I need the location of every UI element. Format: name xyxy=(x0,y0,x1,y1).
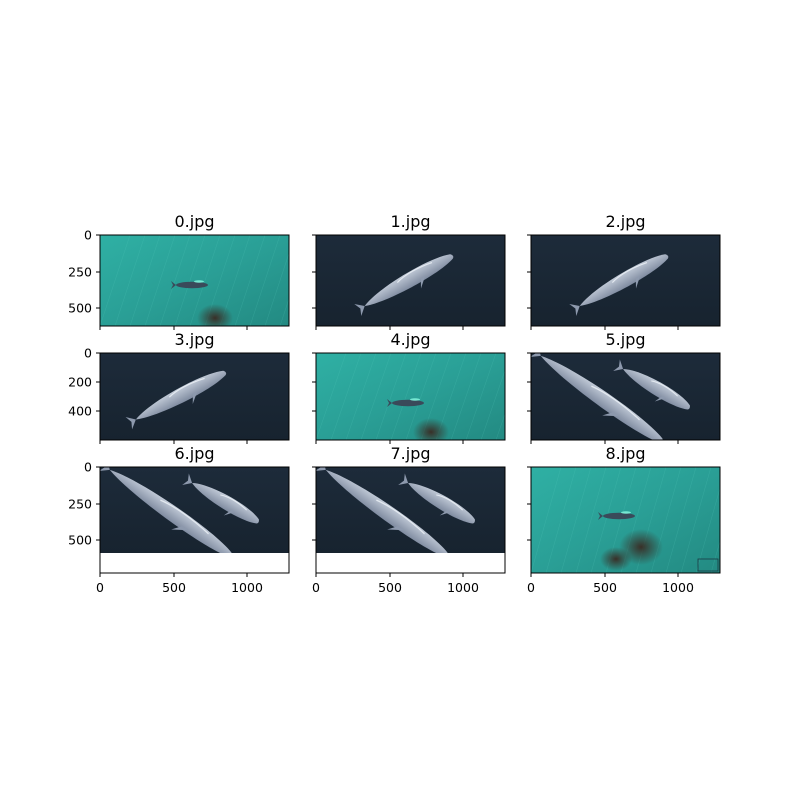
y-tick-label: 500 xyxy=(68,533,92,548)
whale-figure xyxy=(171,280,208,289)
x-tick-label: 500 xyxy=(593,580,617,595)
whale-large xyxy=(100,467,232,553)
panel-2: 2.jpg xyxy=(527,212,721,330)
x-tick-label: 0 xyxy=(527,580,535,595)
panel-title: 6.jpg xyxy=(174,444,214,463)
x-tick-label: 1000 xyxy=(662,580,694,595)
panel-frame xyxy=(530,234,721,327)
whale-large xyxy=(531,353,663,440)
panel-image xyxy=(531,467,720,573)
panel-frame xyxy=(315,234,506,327)
panel-frame xyxy=(315,352,506,441)
x-tick-label: 0 xyxy=(96,580,104,595)
panel-7: 7.jpg 0 500 1000 xyxy=(312,444,506,595)
x-tick-label: 0 xyxy=(312,580,320,595)
panel-title: 8.jpg xyxy=(605,444,645,463)
panel-frame xyxy=(99,352,290,441)
whale-small xyxy=(613,359,690,410)
panel-frame xyxy=(315,466,506,574)
panel-title: 0.jpg xyxy=(174,212,214,231)
x-tick-label: 500 xyxy=(162,580,186,595)
whale-figure xyxy=(387,398,424,407)
x-tick-label: 500 xyxy=(378,580,402,595)
panel-image xyxy=(316,353,505,440)
panel-frame xyxy=(530,352,721,441)
panel-6: 6.jpg 0 250 500 0 500 1000 xyxy=(68,444,290,595)
whale-figure xyxy=(598,511,635,520)
y-tick-label: 250 xyxy=(68,497,92,512)
x-tick-label: 1000 xyxy=(231,580,263,595)
panel-image xyxy=(316,235,505,326)
y-tick-label: 200 xyxy=(68,375,92,390)
panel-4: 4.jpg xyxy=(312,330,506,444)
panel-8: 8.jpg 0 500 1000 xyxy=(527,444,721,595)
y-tick-label: 500 xyxy=(68,301,92,316)
panel-3: 3.jpg 0 200 400 xyxy=(68,330,290,444)
y-tick-label: 0 xyxy=(84,346,92,361)
y-tick-label: 400 xyxy=(68,404,92,419)
whale-figure xyxy=(569,254,669,317)
panel-title: 3.jpg xyxy=(174,330,214,349)
panel-0: 0.jpg 0 250 500 xyxy=(68,212,290,330)
panel-frame xyxy=(530,466,721,574)
whale-large xyxy=(316,467,448,553)
panel-image xyxy=(100,353,289,440)
panel-image xyxy=(100,467,289,553)
panel-5: 5.jpg xyxy=(527,330,721,444)
y-tick-label: 0 xyxy=(84,460,92,475)
whale-figure xyxy=(354,254,454,317)
panel-image xyxy=(531,353,720,440)
panel-image xyxy=(100,235,289,326)
panel-frame xyxy=(99,466,290,574)
panel-title: 4.jpg xyxy=(390,330,430,349)
panel-title: 2.jpg xyxy=(605,212,645,231)
y-tick-label: 250 xyxy=(68,265,92,280)
whale-small xyxy=(182,473,259,524)
panel-image xyxy=(531,235,720,326)
panel-title: 5.jpg xyxy=(605,330,645,349)
y-tick-label: 0 xyxy=(84,228,92,243)
panel-image xyxy=(316,467,505,553)
panel-title: 1.jpg xyxy=(390,212,430,231)
panel-frame xyxy=(99,234,290,327)
panel-title: 7.jpg xyxy=(390,444,430,463)
x-tick-label: 1000 xyxy=(447,580,479,595)
panel-1: 1.jpg xyxy=(312,212,506,330)
whale-small xyxy=(398,473,475,524)
